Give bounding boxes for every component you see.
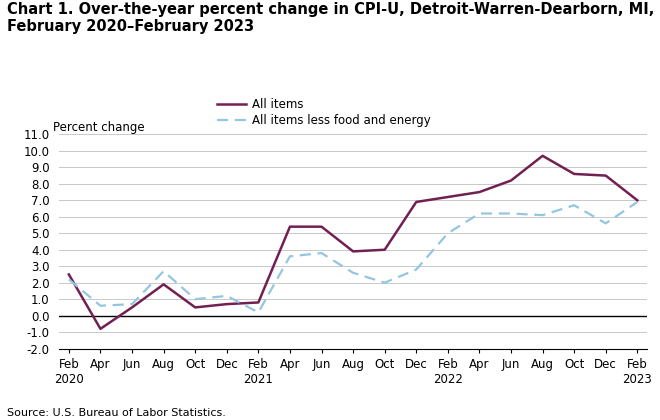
All items xyxy=(317,224,325,229)
All items xyxy=(570,171,578,176)
All items less food and energy xyxy=(412,267,420,272)
Line: All items: All items xyxy=(69,156,638,329)
All items less food and energy xyxy=(444,231,452,236)
Text: Source: U.S. Bureau of Labor Statistics.: Source: U.S. Bureau of Labor Statistics. xyxy=(7,408,226,418)
All items xyxy=(191,305,199,310)
All items xyxy=(507,178,515,183)
All items xyxy=(412,200,420,205)
All items less food and energy xyxy=(65,277,73,282)
Text: Percent change: Percent change xyxy=(53,121,145,134)
All items xyxy=(475,189,483,194)
All items less food and energy xyxy=(349,270,357,276)
All items less food and energy xyxy=(223,293,231,298)
All items less food and energy xyxy=(507,211,515,216)
Text: Chart 1. Over-the-year percent change in CPI-U, Detroit-Warren-Dearborn, MI,: Chart 1. Over-the-year percent change in… xyxy=(7,2,654,17)
All items xyxy=(160,282,168,287)
All items xyxy=(223,302,231,307)
All items less food and energy xyxy=(191,297,199,302)
All items xyxy=(444,194,452,200)
All items less food and energy xyxy=(570,203,578,208)
All items xyxy=(634,198,642,203)
Legend: All items, All items less food and energy: All items, All items less food and energ… xyxy=(212,93,436,131)
Line: All items less food and energy: All items less food and energy xyxy=(69,202,638,312)
All items less food and energy xyxy=(539,213,546,218)
All items less food and energy xyxy=(475,211,483,216)
All items xyxy=(96,326,104,331)
All items less food and energy xyxy=(634,200,642,205)
All items less food and energy xyxy=(96,303,104,308)
All items less food and energy xyxy=(160,269,168,274)
All items xyxy=(381,247,389,252)
All items less food and energy xyxy=(286,254,294,259)
Text: February 2020–February 2023: February 2020–February 2023 xyxy=(7,19,253,34)
All items less food and energy xyxy=(254,310,262,315)
All items xyxy=(254,300,262,305)
All items less food and energy xyxy=(128,302,136,307)
All items less food and energy xyxy=(381,280,389,285)
All items xyxy=(286,224,294,229)
All items less food and energy xyxy=(317,250,325,255)
All items xyxy=(128,305,136,310)
All items xyxy=(349,249,357,254)
All items xyxy=(65,272,73,277)
All items less food and energy xyxy=(602,221,610,226)
All items xyxy=(602,173,610,178)
All items xyxy=(539,153,546,158)
